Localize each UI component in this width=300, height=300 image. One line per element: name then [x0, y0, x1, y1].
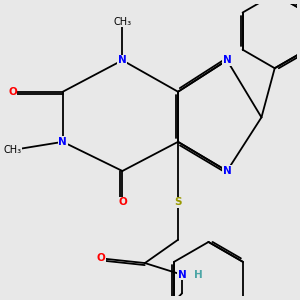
- Text: N: N: [118, 55, 127, 65]
- Text: O: O: [97, 254, 106, 263]
- Text: S: S: [174, 197, 182, 207]
- Text: N: N: [58, 137, 67, 147]
- Text: O: O: [8, 87, 17, 97]
- Text: H: H: [194, 270, 202, 280]
- Text: N: N: [178, 270, 186, 280]
- Text: CH₃: CH₃: [3, 145, 22, 155]
- Text: N: N: [223, 55, 231, 65]
- Text: N: N: [223, 166, 231, 176]
- Text: O: O: [118, 197, 127, 207]
- Text: CH₃: CH₃: [113, 17, 131, 27]
